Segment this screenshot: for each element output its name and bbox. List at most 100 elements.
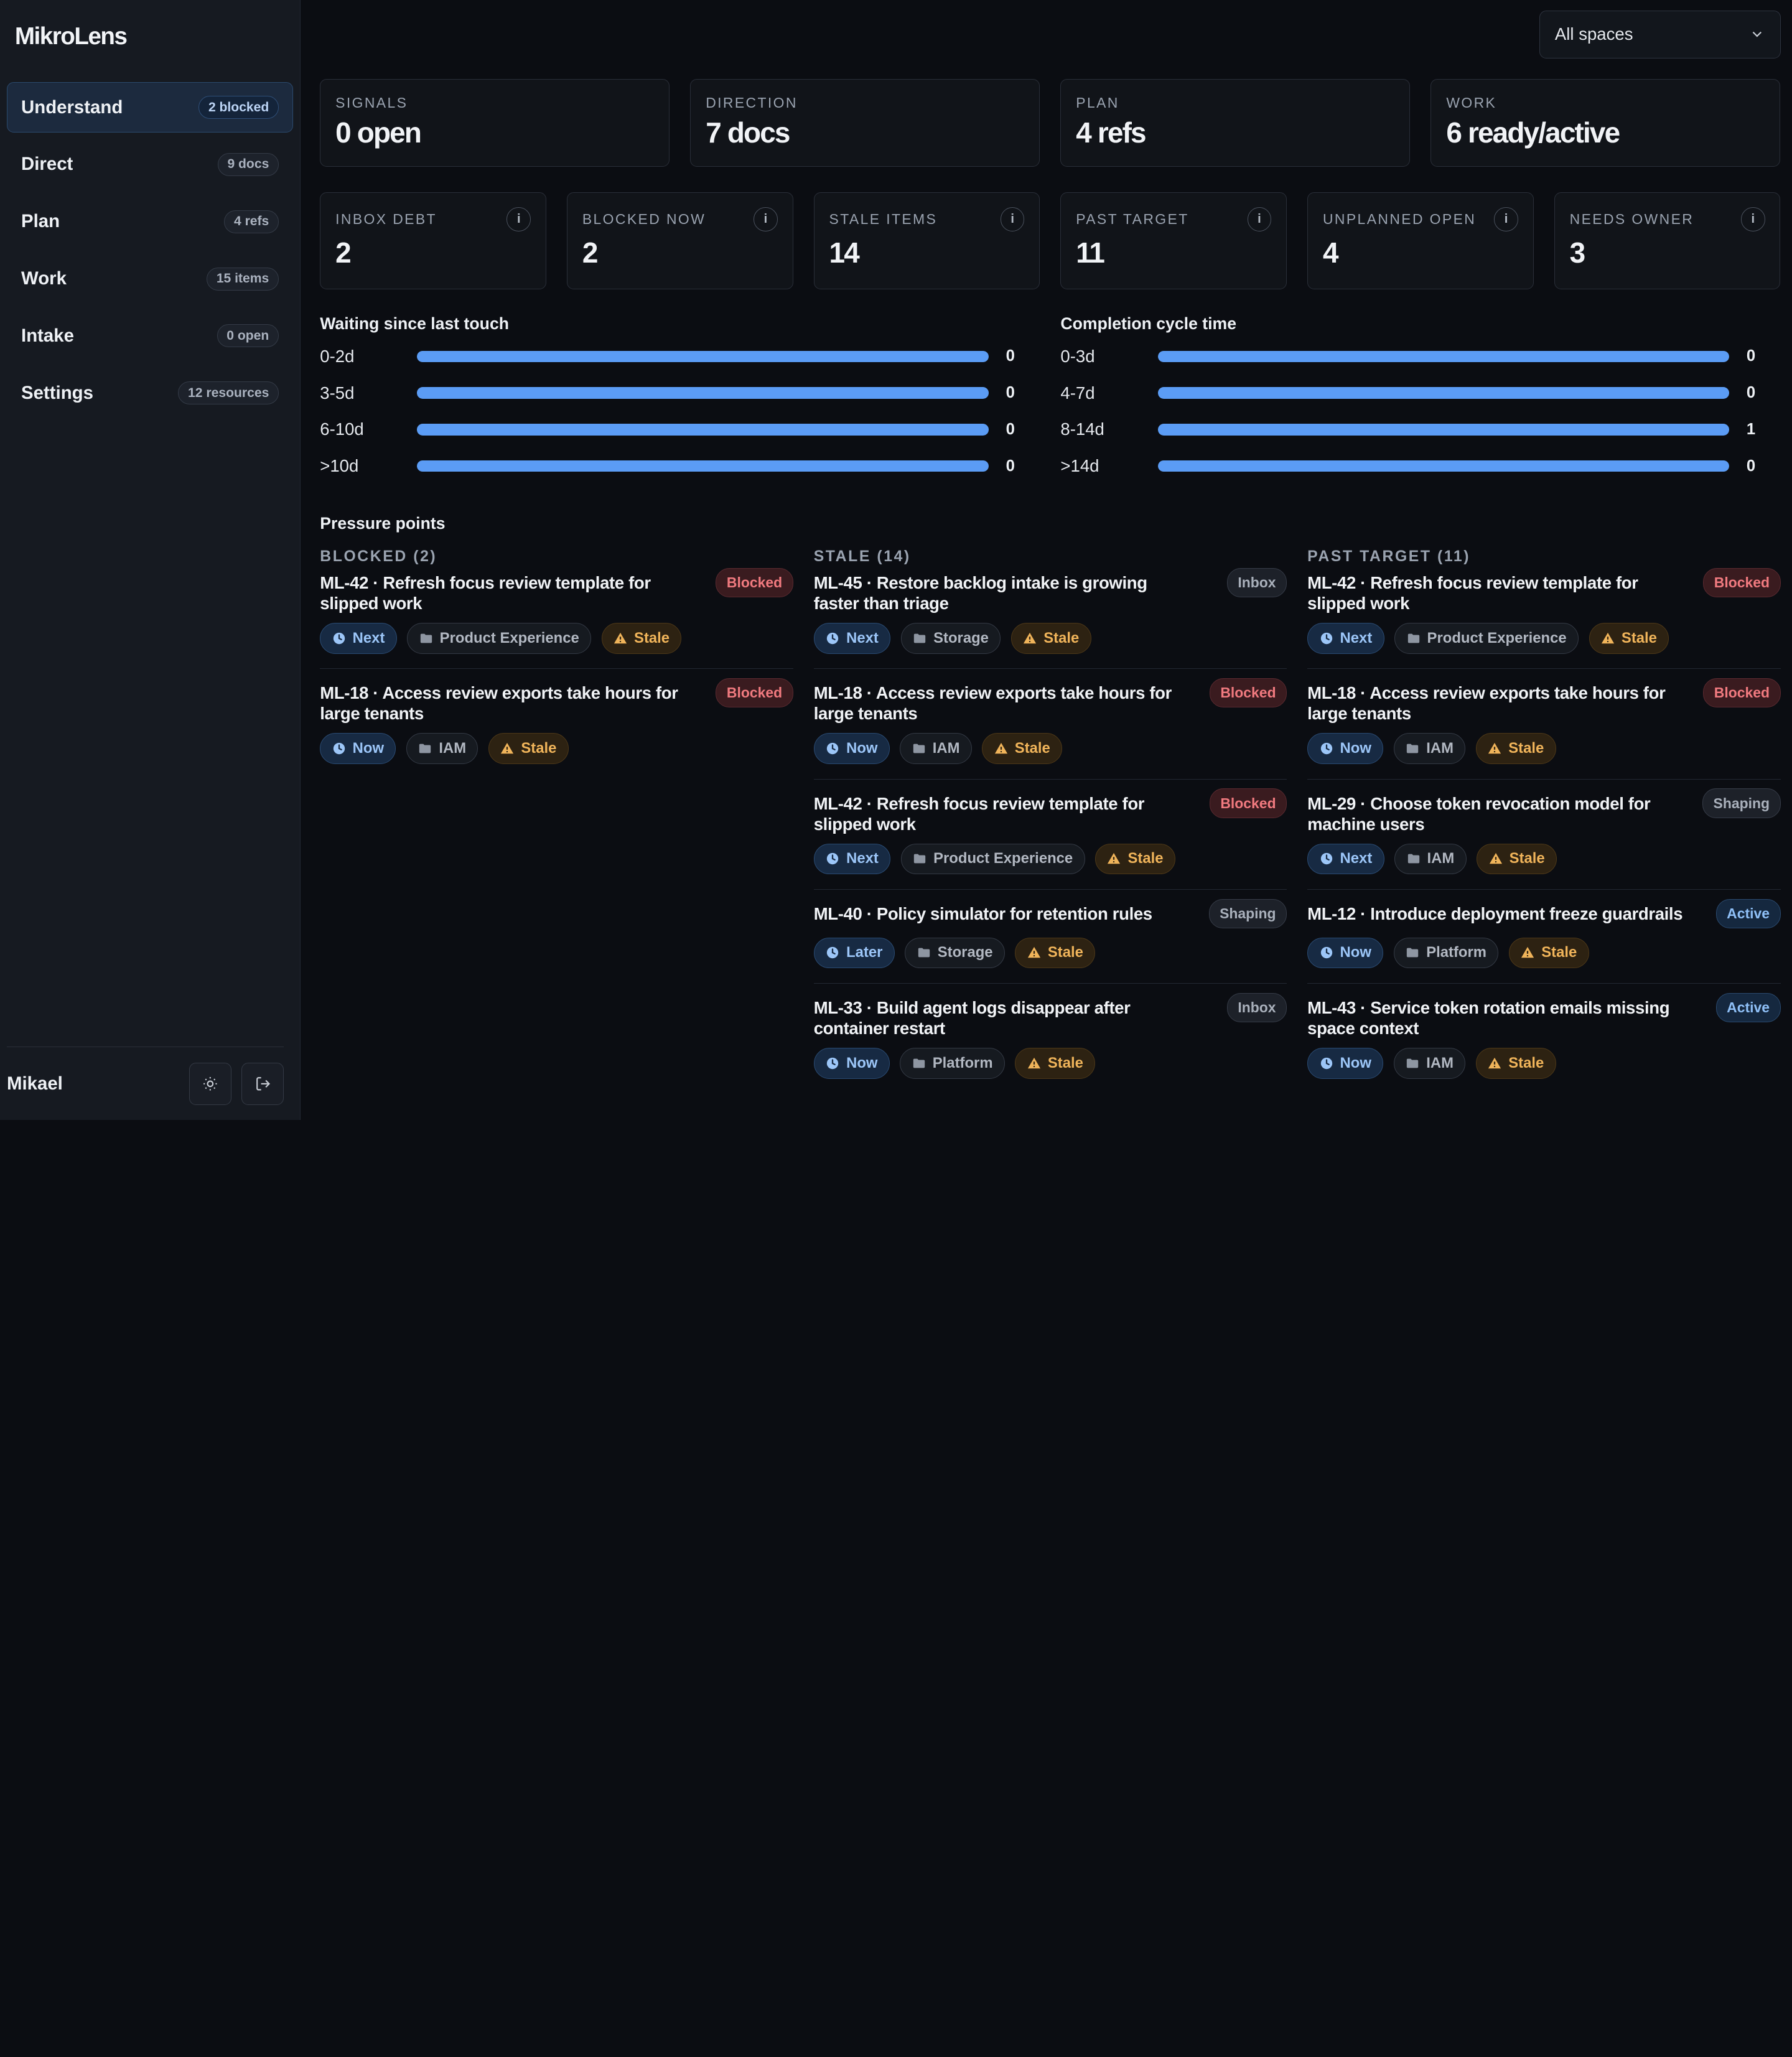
histogram-row: >10d 0 [320, 448, 1015, 485]
pressure-item[interactable]: ML-43 · Service token rotation emails mi… [1307, 992, 1781, 1093]
pressure-item[interactable]: ML-33 · Build agent logs disappear after… [813, 992, 1287, 1093]
area-chip[interactable]: Platform [900, 1047, 1005, 1079]
metric-card-past-target: PAST TARGET 11 i [1060, 192, 1287, 289]
pressure-item-title[interactable]: ML-42 · Refresh focus review template fo… [320, 573, 651, 613]
area-chip[interactable]: IAM [900, 733, 972, 764]
area-chip[interactable]: IAM [406, 733, 478, 764]
area-chip[interactable]: Product Experience [900, 843, 1085, 875]
horizon-chip[interactable]: Later [813, 937, 895, 969]
info-icon[interactable]: i [1000, 207, 1025, 231]
pressure-item[interactable]: ML-29 · Choose token revocation model fo… [1307, 788, 1781, 890]
pressure-item[interactable]: ML-42 · Refresh focus review template fo… [320, 567, 793, 669]
area-chip[interactable]: IAM [1393, 733, 1466, 764]
stale-chip-label: Stale [1508, 740, 1544, 757]
horizon-chip[interactable]: Now [1307, 937, 1384, 969]
area-chip[interactable]: Product Experience [407, 622, 592, 654]
pressure-item-title[interactable]: ML-42 · Refresh focus review template fo… [813, 793, 1145, 834]
pressure-item-title[interactable]: ML-18 · Access review exports take hours… [1307, 683, 1666, 724]
area-chip[interactable]: IAM [1394, 843, 1467, 875]
stale-chip[interactable]: Stale [1475, 733, 1556, 764]
pressure-item-title[interactable]: ML-18 · Access review exports take hours… [813, 683, 1172, 724]
pressure-item-title[interactable]: ML-42 · Refresh focus review template fo… [1307, 573, 1638, 613]
histogram-bucket-label: 8-14d [1060, 419, 1104, 439]
sidebar-item-intake[interactable]: Intake 0 open [7, 311, 293, 361]
horizon-chip[interactable]: Now [813, 1047, 890, 1079]
histogram-bar-track [417, 350, 989, 362]
stale-chip[interactable]: Stale [1589, 622, 1669, 654]
info-icon[interactable]: i [506, 207, 531, 231]
area-chip[interactable]: IAM [1393, 1047, 1466, 1079]
pressure-item-title[interactable]: ML-29 · Choose token revocation model fo… [1307, 793, 1651, 834]
pressure-item-title[interactable]: ML-40 · Policy simulator for retention r… [813, 904, 1152, 923]
horizon-chip[interactable]: Next [1307, 843, 1384, 875]
pressure-item[interactable]: ML-40 · Policy simulator for retention r… [813, 898, 1287, 984]
histogram-value: 1 [1746, 420, 1756, 438]
clock-icon [826, 1056, 839, 1070]
area-chip[interactable]: Product Experience [1394, 622, 1579, 654]
stale-chip[interactable]: Stale [1508, 937, 1589, 969]
pressure-item[interactable]: ML-12 · Introduce deployment freeze guar… [1307, 898, 1781, 984]
horizon-chip[interactable]: Now [320, 733, 396, 764]
summary-card-plan[interactable]: PLAN 4 refs [1060, 78, 1411, 167]
pressure-item[interactable]: ML-18 · Access review exports take hours… [813, 678, 1287, 780]
stale-chip[interactable]: Stale [982, 733, 1063, 764]
horizon-chip-label: Now [352, 740, 385, 757]
pressure-item[interactable]: ML-42 · Refresh focus review template fo… [1307, 567, 1781, 669]
metric-cards: INBOX DEBT 2 i BLOCKED NOW 2 i STALE ITEMS 14 i P… [320, 192, 1781, 289]
stale-chip[interactable]: Stale [1095, 843, 1175, 875]
horizon-chip[interactable]: Next [813, 843, 891, 875]
stale-chip[interactable]: Stale [1010, 622, 1091, 654]
histogram-bar-track [1157, 387, 1729, 399]
horizon-chip[interactable]: Next [320, 622, 397, 654]
horizon-chip[interactable]: Now [1307, 733, 1384, 764]
logout-button[interactable] [241, 1062, 284, 1105]
pressure-item-title[interactable]: ML-43 · Service token rotation emails mi… [1307, 998, 1670, 1038]
pressure-item-header: ML-33 · Build agent logs disappear after… [813, 992, 1287, 1038]
area-chip[interactable]: Platform [1393, 937, 1499, 969]
info-icon[interactable]: i [1494, 207, 1518, 231]
pressure-item-title[interactable]: ML-45 · Restore backlog intake is growin… [813, 573, 1147, 613]
pressure-item-chips: Now IAM Stale [1307, 1047, 1780, 1079]
area-chip[interactable]: Storage [900, 622, 1001, 654]
pressure-item-title[interactable]: ML-12 · Introduce deployment freeze guar… [1307, 904, 1683, 923]
info-icon[interactable]: i [1741, 207, 1765, 231]
stale-chip[interactable]: Stale [601, 622, 682, 654]
info-icon[interactable]: i [1247, 207, 1272, 231]
sidebar-item-understand[interactable]: Understand 2 blocked [7, 82, 294, 133]
stale-chip[interactable]: Stale [1015, 937, 1096, 969]
horizon-chip-label: Next [1340, 850, 1373, 867]
stale-chip-label: Stale [1541, 944, 1577, 961]
stale-chip[interactable]: Stale [1475, 1047, 1556, 1079]
sidebar-item-direct[interactable]: Direct 9 docs [7, 139, 293, 190]
pressure-item[interactable]: ML-42 · Refresh focus review template fo… [813, 788, 1287, 890]
pressure-item-title[interactable]: ML-33 · Build agent logs disappear after… [813, 998, 1131, 1038]
sidebar-item-work[interactable]: Work 15 items [7, 254, 293, 304]
area-chip[interactable]: Storage [905, 937, 1005, 969]
summary-card-label: SIGNALS [335, 94, 408, 111]
stale-chip[interactable]: Stale [488, 733, 569, 764]
theme-toggle-button[interactable] [189, 1062, 231, 1105]
pressure-item[interactable]: ML-18 · Access review exports take hours… [1307, 678, 1781, 780]
pressure-item[interactable]: ML-45 · Restore backlog intake is growin… [813, 567, 1287, 669]
summary-card-direction[interactable]: DIRECTION 7 docs [690, 78, 1040, 167]
metric-card-inbox-debt: INBOX DEBT 2 i [320, 192, 546, 289]
summary-card-signals[interactable]: SIGNALS 0 open [320, 78, 670, 167]
folder-icon [1407, 852, 1421, 865]
stale-chip[interactable]: Stale [1477, 843, 1557, 875]
space-select[interactable]: All spaces [1539, 10, 1781, 58]
metric-label: INBOX DEBT [335, 210, 437, 227]
app-logo: MikroLens [14, 22, 128, 50]
histogram-row: >14d 0 [1060, 448, 1755, 485]
stale-chip[interactable]: Stale [1015, 1047, 1096, 1079]
horizon-chip[interactable]: Now [813, 733, 890, 764]
pressure-item[interactable]: ML-18 · Access review exports take hours… [320, 678, 793, 778]
metric-value: 11 [1076, 236, 1105, 269]
sidebar-item-settings[interactable]: Settings 12 resources [7, 368, 293, 418]
horizon-chip[interactable]: Next [813, 622, 891, 654]
summary-card-work[interactable]: WORK 6 ready/active [1430, 78, 1781, 167]
horizon-chip[interactable]: Now [1307, 1047, 1384, 1079]
sidebar-item-plan[interactable]: Plan 4 refs [7, 197, 293, 247]
pressure-item-title[interactable]: ML-18 · Access review exports take hours… [320, 683, 678, 724]
horizon-chip[interactable]: Next [1307, 622, 1384, 654]
info-icon[interactable]: i [754, 207, 778, 231]
